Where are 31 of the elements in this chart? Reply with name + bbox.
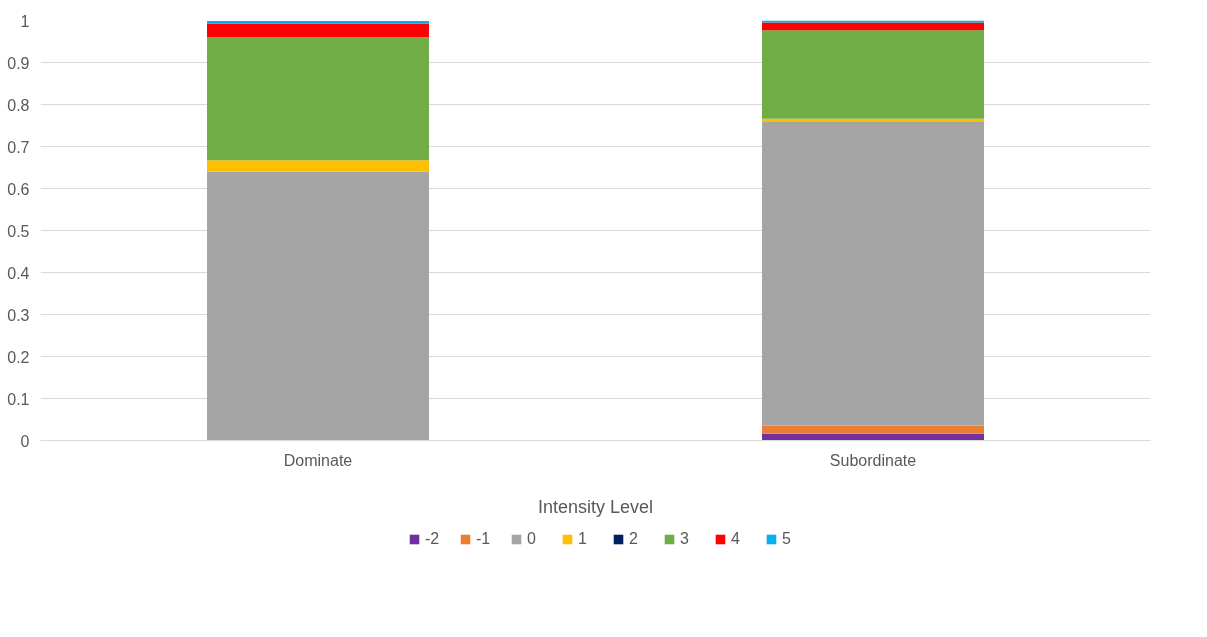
bar: [762, 425, 984, 434]
legend-label: -1: [476, 530, 492, 548]
bar: [762, 20, 984, 23]
legend-label: 2: [629, 530, 639, 548]
y-tick-label: 1: [20, 12, 30, 30]
legend-label: 4: [731, 530, 741, 548]
legend-label: 1: [578, 530, 588, 548]
bar: [207, 171, 429, 441]
legend-label: -2: [425, 530, 441, 548]
bar: [762, 30, 984, 119]
bar: [762, 22, 984, 31]
bar: [207, 37, 429, 161]
y-tick-label: 0.7: [7, 138, 30, 156]
y-tick-label: 0.6: [7, 180, 30, 198]
legend-label: 3: [680, 530, 690, 548]
x-tick-label: Dominate: [283, 451, 353, 469]
legend-label: 5: [782, 530, 792, 548]
y-tick-label: 0.3: [7, 306, 30, 324]
y-tick-label: 0: [20, 432, 30, 450]
bar: [207, 160, 429, 172]
x-axis-title: Intensity Level: [537, 496, 654, 517]
y-tick-label: 0.4: [7, 264, 30, 282]
y-tick-label: 0.2: [7, 348, 30, 366]
bar: [762, 121, 984, 426]
y-tick-label: 0.5: [7, 222, 30, 240]
bar: [207, 23, 429, 38]
y-tick-label: 0.8: [7, 96, 30, 114]
legend-label: 0: [527, 530, 537, 548]
y-tick-label: 0.9: [7, 54, 30, 72]
y-tick-label: 0.1: [7, 390, 30, 408]
x-tick-label: Subordinate: [829, 451, 917, 469]
